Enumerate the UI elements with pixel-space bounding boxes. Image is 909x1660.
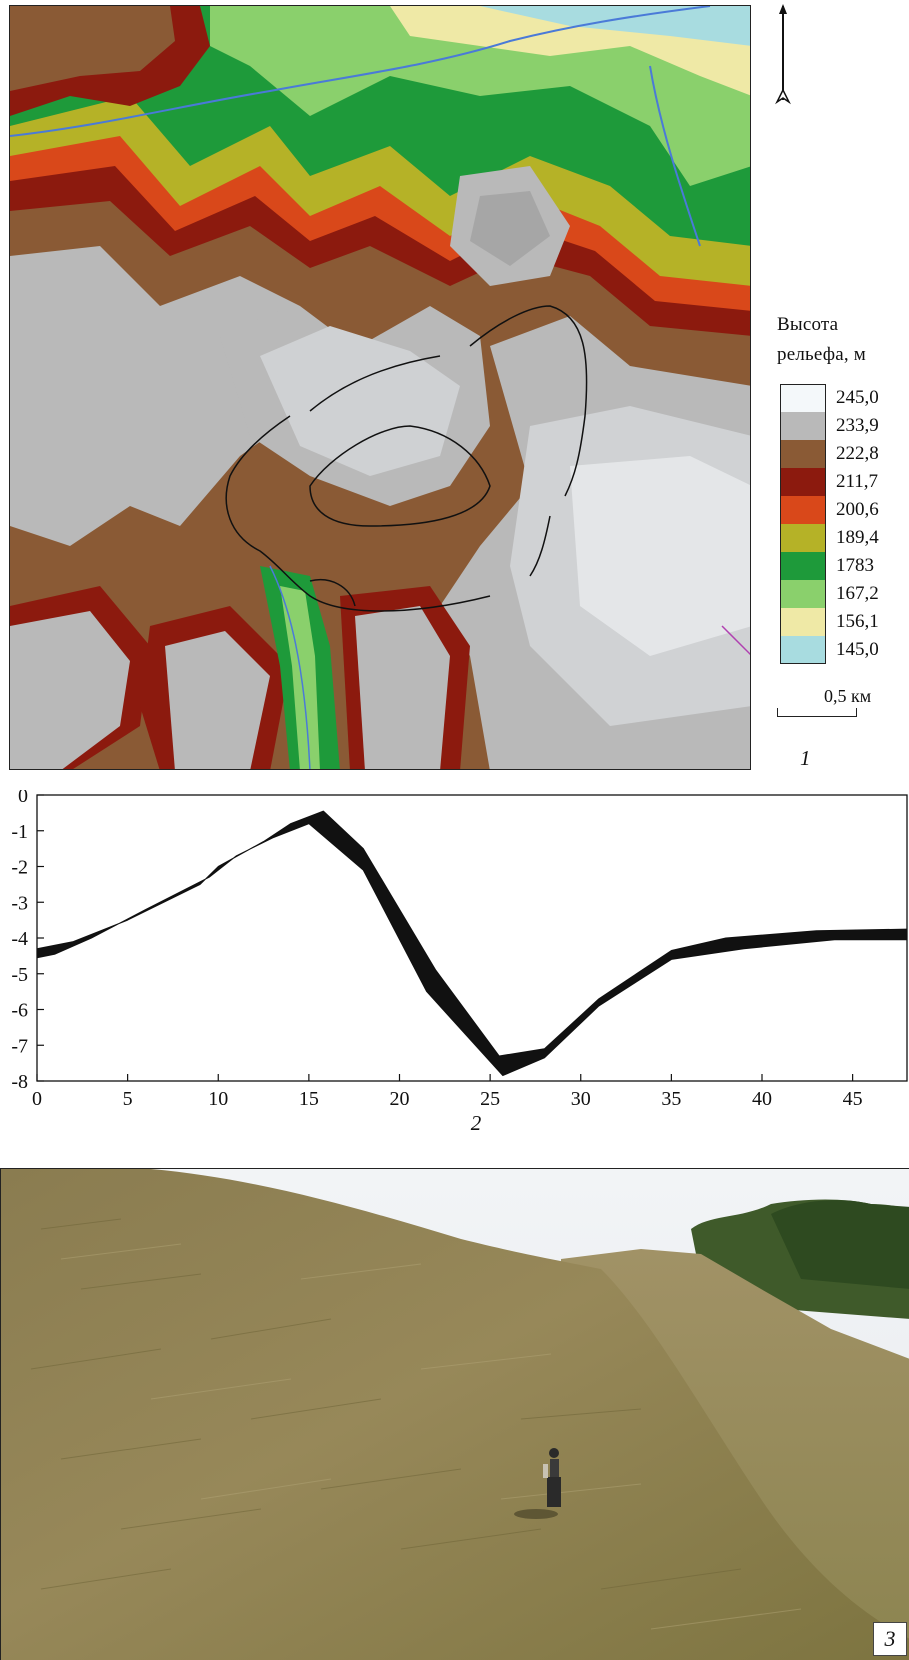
legend-swatch: [780, 636, 826, 664]
legend-label: 233,9: [836, 415, 879, 436]
chart-band: [36, 810, 908, 1077]
legend-swatch: [780, 496, 826, 524]
slope-photo: 3: [0, 1168, 909, 1660]
y-tick-label: -5: [11, 964, 28, 986]
profile-chart: 0 5 10 15 20 25 30 35 40 45 0 -1 -2 -3 -4 -5 -6 -7 -8 2: [11, 790, 908, 1135]
legend-row: 211,7: [777, 468, 907, 496]
panel-3-label: 3: [873, 1622, 907, 1656]
legend-title-line-1: Высота: [777, 314, 839, 335]
legend-label: 200,6: [836, 499, 879, 520]
relief-map-image: [10, 6, 750, 769]
legend-row: 245,0: [777, 384, 907, 412]
y-tick-label: -2: [11, 857, 28, 879]
legend-row: 233,9: [777, 412, 907, 440]
x-tick-label: 40: [752, 1088, 772, 1110]
x-tick-label: 30: [571, 1088, 591, 1110]
x-tick-label: 0: [32, 1088, 42, 1110]
scale-bar-line: [777, 708, 857, 717]
elevation-legend: Высота рельефа, м 245,0 233,9 222,8 211,7 20…: [777, 310, 907, 664]
legend-row: 156,1: [777, 608, 907, 636]
scale-label: 0,5 км: [824, 686, 872, 706]
legend-label: 156,1: [836, 611, 879, 632]
slope-photo-image: [1, 1169, 909, 1660]
chart-ticks: 0 5 10 15 20 25 30 35 40 45 0 -1 -2 -3 -4 -5 -6 -7 -8: [11, 790, 862, 1110]
y-tick-label: -1: [11, 821, 28, 843]
legend-swatch: [780, 384, 826, 412]
y-tick-label: -6: [11, 1000, 28, 1022]
y-tick-label: -7: [11, 1035, 28, 1057]
y-tick-label: 0: [18, 790, 28, 807]
legend-label: 189,4: [836, 527, 879, 548]
legend-row: 200,6: [777, 496, 907, 524]
x-tick-label: 35: [661, 1088, 681, 1110]
north-arrow-icon: [775, 4, 791, 105]
y-tick-label: -3: [11, 892, 28, 914]
legend-row: 1783: [777, 552, 907, 580]
legend-label: 222,8: [836, 443, 879, 464]
x-tick-label: 25: [480, 1088, 500, 1110]
legend-swatch: [780, 608, 826, 636]
legend-row: 145,0: [777, 636, 907, 664]
x-tick-label: 45: [843, 1088, 863, 1110]
legend-label: 145,0: [836, 639, 879, 660]
panel-2-label: 2: [471, 1111, 482, 1135]
chart-labels: 2: [471, 1111, 482, 1135]
legend-label: 245,0: [836, 387, 879, 408]
x-tick-label: 20: [390, 1088, 410, 1110]
legend-swatch: [780, 412, 826, 440]
x-tick-label: 10: [208, 1088, 228, 1110]
legend-swatch: [780, 552, 826, 580]
legend-label: 1783: [836, 555, 874, 576]
hiker-figure: [514, 1448, 561, 1519]
y-tick-label: -8: [11, 1071, 28, 1093]
legend-swatch: [780, 468, 826, 496]
legend-scale: 245,0 233,9 222,8 211,7 200,6 189,4 1783 167,2 1…: [777, 384, 907, 664]
legend-label: 211,7: [836, 471, 879, 492]
profile-band: [36, 810, 908, 1077]
relief-map: [9, 5, 751, 770]
legend-swatch: [780, 580, 826, 608]
legend-title: Высота рельефа, м: [777, 310, 907, 370]
legend-swatch: [780, 524, 826, 552]
legend-row: 222,8: [777, 440, 907, 468]
panel-1-label: 1: [800, 746, 811, 770]
legend-title-line-2: рельефа, м: [777, 344, 867, 365]
scale-bar: 0,5 км: [775, 686, 907, 726]
y-tick-label: -4: [11, 928, 28, 950]
legend-swatch: [780, 440, 826, 468]
legend-row: 189,4: [777, 524, 907, 552]
x-tick-label: 5: [123, 1088, 133, 1110]
legend-label: 167,2: [836, 583, 879, 604]
legend-row: 167,2: [777, 580, 907, 608]
x-tick-label: 15: [299, 1088, 319, 1110]
